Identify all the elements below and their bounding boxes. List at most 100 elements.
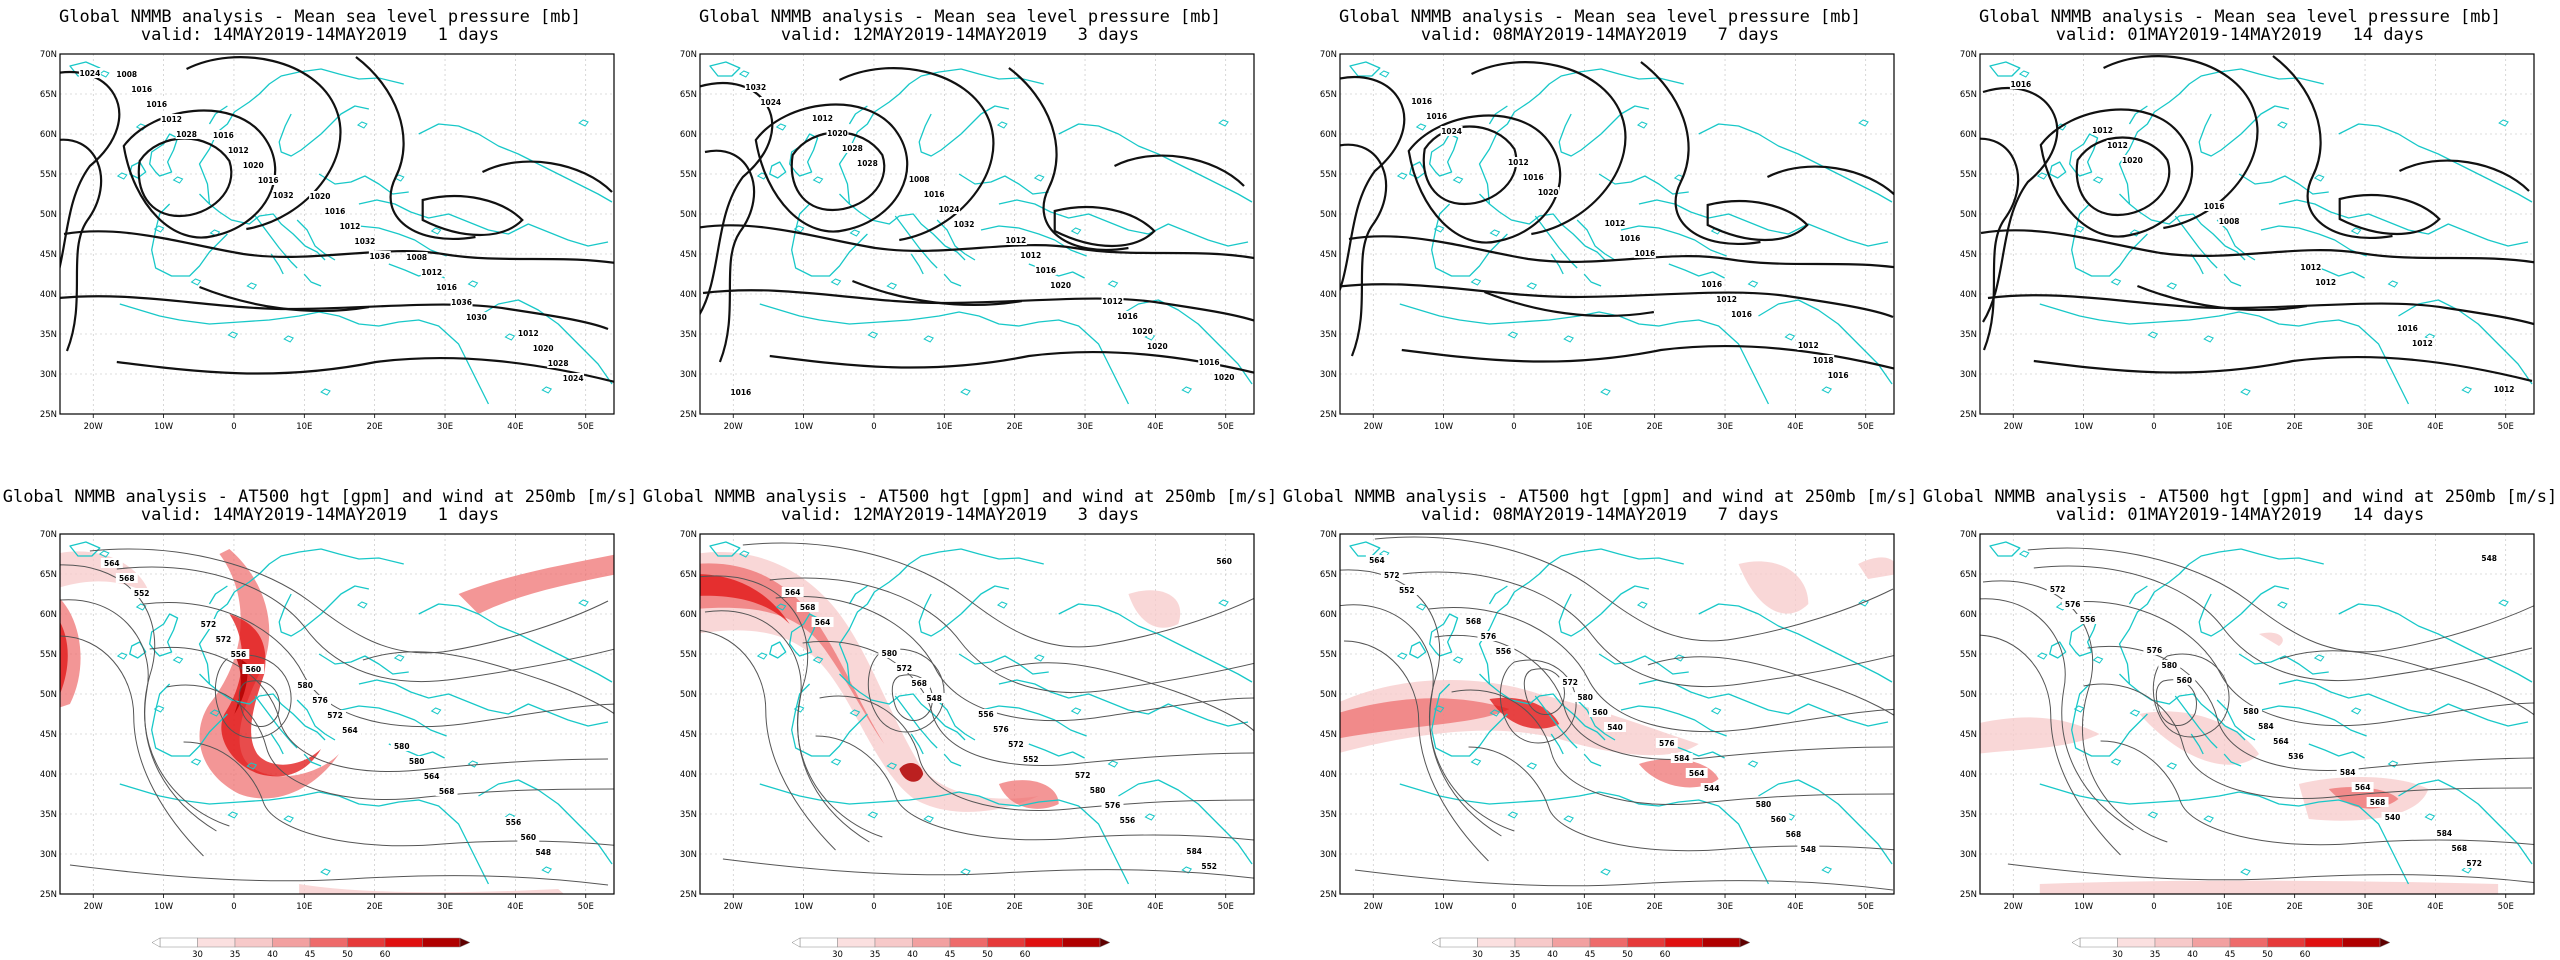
lat-tick-label: 25N: [1960, 890, 1977, 900]
contour-label-bg: [1131, 326, 1154, 336]
island-outline: [2350, 227, 2362, 235]
lon-tick-label: 0: [2151, 422, 2156, 432]
map-frame: [699, 53, 1255, 415]
colorbar-swatch: [272, 937, 311, 948]
island-outline: [2240, 388, 2251, 396]
contour-label: 580: [2162, 661, 2178, 670]
map-background: [1980, 54, 2534, 414]
coastline: [759, 303, 980, 325]
coastline: [69, 541, 101, 557]
contour-label-bg: [1589, 707, 1612, 717]
contour-label-bg: [1198, 357, 1221, 367]
coastline: [1758, 779, 1893, 865]
lat-tick-label: 65N: [1960, 90, 1977, 100]
coastline: [318, 173, 409, 195]
contour-label: 1012: [1508, 158, 1529, 167]
contour-label: 564: [2273, 737, 2289, 746]
coastline: [149, 613, 179, 657]
lat-tick-label: 40N: [40, 290, 57, 300]
contour-label: 1012: [1798, 341, 1819, 350]
contour-label-bg: [1019, 250, 1042, 260]
island-outline: [1415, 603, 1427, 611]
lat-tick-label: 60N: [1960, 130, 1977, 140]
map-layers: 1024 1028 1032 1020 1020 1032 1028 1024 1016 1020…: [700, 61, 1254, 405]
contour-label-bg: [1730, 309, 1753, 319]
coastline: [119, 303, 340, 325]
contour-label-bg: [435, 786, 458, 796]
colorbar-tick-label: 30: [832, 950, 843, 959]
coastline: [894, 215, 938, 269]
lon-tick-label: 50E: [1218, 422, 1234, 432]
lat-tick-label: 50N: [1320, 690, 1337, 700]
island-outline: [1433, 705, 1445, 713]
contour-label-bg: [2478, 553, 2501, 563]
coastline: [848, 585, 868, 605]
lon-tick-label: 20E: [1007, 422, 1023, 432]
lon-tick-label: 10W: [154, 902, 174, 912]
contour-label-bg: [1797, 844, 1820, 854]
coastline: [2174, 695, 2218, 749]
lat-tick-label: 65N: [1320, 570, 1337, 580]
wind-shading: [1489, 697, 1560, 729]
isobar: [700, 224, 1254, 260]
contour-label: 572: [201, 620, 217, 629]
contour-label-bg: [729, 387, 752, 397]
contour-label: 1012: [812, 114, 833, 123]
island-outline: [960, 388, 971, 396]
coastline: [1989, 541, 2021, 557]
contour-label: 1008: [406, 253, 427, 262]
contour-label-bg: [272, 190, 295, 200]
lon-tick-label: 40E: [1787, 902, 1803, 912]
island-outline: [2166, 282, 2178, 290]
lon-tick-label: 10E: [936, 902, 952, 912]
coastline: [2398, 299, 2533, 385]
lon-tick-label: 0: [231, 422, 236, 432]
contour-label: 1016: [1117, 312, 1138, 321]
island-outline: [756, 652, 768, 660]
colorbar-tick-label: 35: [2150, 950, 2161, 959]
coastline: [1550, 253, 1564, 275]
lat-tick-label: 45N: [680, 250, 697, 260]
coastline: [278, 585, 370, 637]
contour-label-bg: [811, 113, 834, 123]
height-contour: [2083, 683, 2533, 799]
coastline: [1028, 743, 1085, 759]
island-outline: [2424, 813, 2436, 821]
island-outline: [541, 866, 553, 874]
contour-label: 560: [1771, 815, 1787, 824]
contour-label-bg: [532, 847, 555, 857]
wind-shading: [1858, 557, 1894, 579]
coastline: [1118, 299, 1253, 385]
coastline: [418, 603, 613, 683]
contour-label: 552: [1201, 862, 1217, 871]
coastline: [894, 695, 938, 749]
panel-title: Global NMMB analysis - AT500 hgt [gpm] a…: [642, 487, 1278, 507]
plot-area: 1024 1028 1032 1036 1030 1024 1012 1016 1032 1036…: [60, 56, 614, 405]
z500-map: 560 564 568 548 552 556 572 564 560 568 572 576 580 5…: [40, 530, 615, 912]
lon-tick-label: 20W: [724, 422, 744, 432]
island-outline: [2092, 176, 2104, 184]
contour-label-bg: [938, 204, 961, 214]
lon-tick-label: 20E: [367, 422, 383, 432]
contour-label-bg: [197, 619, 220, 629]
lon-tick-label: 50E: [578, 422, 594, 432]
lon-tick-label: 30E: [437, 902, 453, 912]
panel-valid: valid: 08MAY2019-14MAY2019 7 days: [1420, 505, 1780, 525]
lat-tick-label: 35N: [680, 330, 697, 340]
island-outline: [190, 278, 202, 286]
coastline: [1479, 673, 1606, 741]
isobar: [1484, 290, 1655, 318]
contour-label-bg: [2396, 323, 2419, 333]
island-outline: [227, 811, 239, 819]
lat-tick-label: 65N: [1960, 570, 1977, 580]
wind-shading: [1340, 698, 1510, 739]
contour-label-bg: [2433, 828, 2456, 838]
island-outline: [356, 121, 368, 129]
contour-label: 548: [926, 694, 942, 703]
lat-tick-label: 25N: [1320, 890, 1337, 900]
island-outline: [2092, 656, 2104, 664]
island-outline: [886, 282, 898, 290]
map-layers: 540 544 548 552 556 560 564 568 572 576 580 584 560 5…: [1340, 536, 1894, 891]
contour-label-bg: [1086, 785, 1109, 795]
colorbar-swatch: [837, 937, 876, 948]
